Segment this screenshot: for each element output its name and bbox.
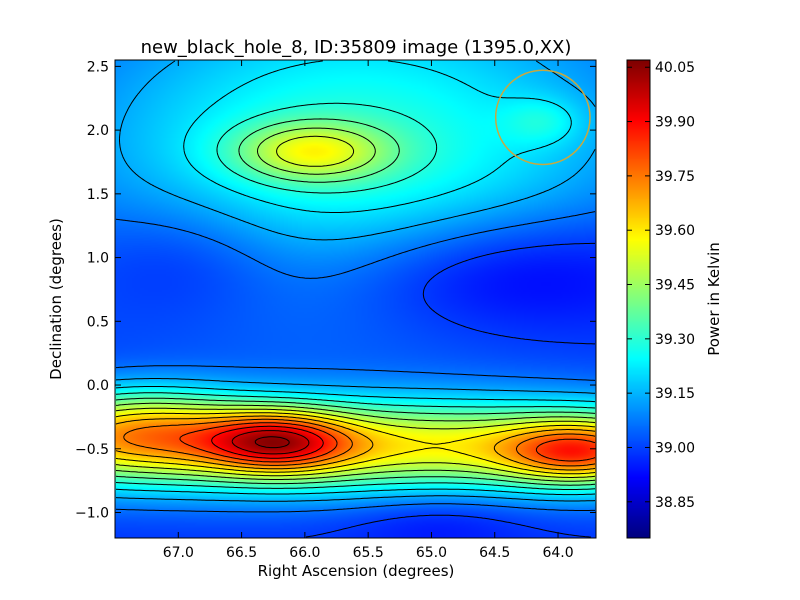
colorbar-frame: [626, 59, 651, 539]
y-tick-label: −0.5: [75, 442, 109, 458]
x-tick-label: 66.5: [226, 545, 257, 561]
contour-level-8: [115, 127, 596, 482]
contour-level-15: [231, 430, 310, 455]
x-tick-label: 65.0: [416, 545, 447, 561]
contour-level-14: [211, 425, 324, 459]
colorbar-tick-label: 39.75: [655, 169, 695, 185]
x-axis-label: Right Ascension (degrees): [258, 562, 455, 580]
contour-level-7: [115, 118, 596, 486]
heatmap-image: [115, 60, 596, 538]
y-axis-label: Declination (degrees): [47, 218, 65, 380]
plot-area: [114, 59, 597, 539]
colorbar-tick-label: 39.90: [655, 115, 695, 131]
contour-level-2: [305, 242, 595, 538]
y-tick-label: 1.5: [87, 187, 109, 203]
y-tick-label: −1.0: [75, 506, 109, 522]
y-tick-label: 0.0: [87, 378, 109, 394]
y-tick-label: 1.0: [87, 251, 109, 267]
y-axis: 2.5 2.0 1.5 1.0 0.5 0.0 −0.5 −1.0: [75, 59, 596, 522]
colorbar-tick-label: 39.45: [655, 278, 695, 294]
x-tick-label: 64.0: [542, 545, 573, 561]
colorbar: 38.85 39.00 39.15 39.30 39.45 39.60 39.75 39.90…: [626, 59, 723, 539]
contour-level-6: [115, 102, 596, 490]
contour-level-3: [115, 211, 596, 513]
colorbar-tick-label: 39.00: [655, 440, 695, 456]
contour-level-9: [115, 135, 596, 478]
colorbar-tick-label: 39.15: [655, 386, 695, 402]
plot-frame: [114, 59, 597, 539]
colorbar-tick-label: 39.60: [655, 223, 695, 239]
marker-circle: [494, 69, 591, 166]
x-tick-label: 66.0: [289, 545, 320, 561]
x-tick-label: 65.5: [353, 545, 384, 561]
colorbar-label: Power in Kelvin: [705, 242, 723, 356]
colorbar-gradient: [627, 60, 650, 538]
chart-title: new_black_hole_8, ID:35809 image (1395.0…: [141, 37, 572, 58]
contour-level-11: [115, 415, 596, 471]
contour-level-10: [115, 412, 596, 475]
y-tick-label: 2.5: [87, 59, 109, 75]
x-tick-label: 67.0: [163, 545, 194, 561]
colorbar-tick-label: 39.30: [655, 332, 695, 348]
x-tick-label: 64.5: [479, 545, 510, 561]
colorbar-tick-label: 38.85: [655, 495, 695, 511]
contour-level-5: [115, 60, 596, 496]
contour-lines: [115, 60, 596, 538]
colorbar-ticks: 38.85 39.00 39.15 39.30 39.45 39.60 39.75 39.90…: [627, 60, 695, 511]
x-axis: 67.0 66.5 66.0 65.5 65.0 64.5 64.0: [163, 60, 574, 561]
y-tick-label: 0.5: [87, 314, 109, 330]
contour-level-4: [115, 60, 596, 502]
colorbar-tick-label: 40.05: [655, 60, 695, 76]
y-tick-label: 2.0: [87, 123, 109, 139]
contour-level-13: [179, 422, 596, 463]
contour-level-16: [254, 436, 290, 449]
contour-level-12: [123, 418, 596, 467]
